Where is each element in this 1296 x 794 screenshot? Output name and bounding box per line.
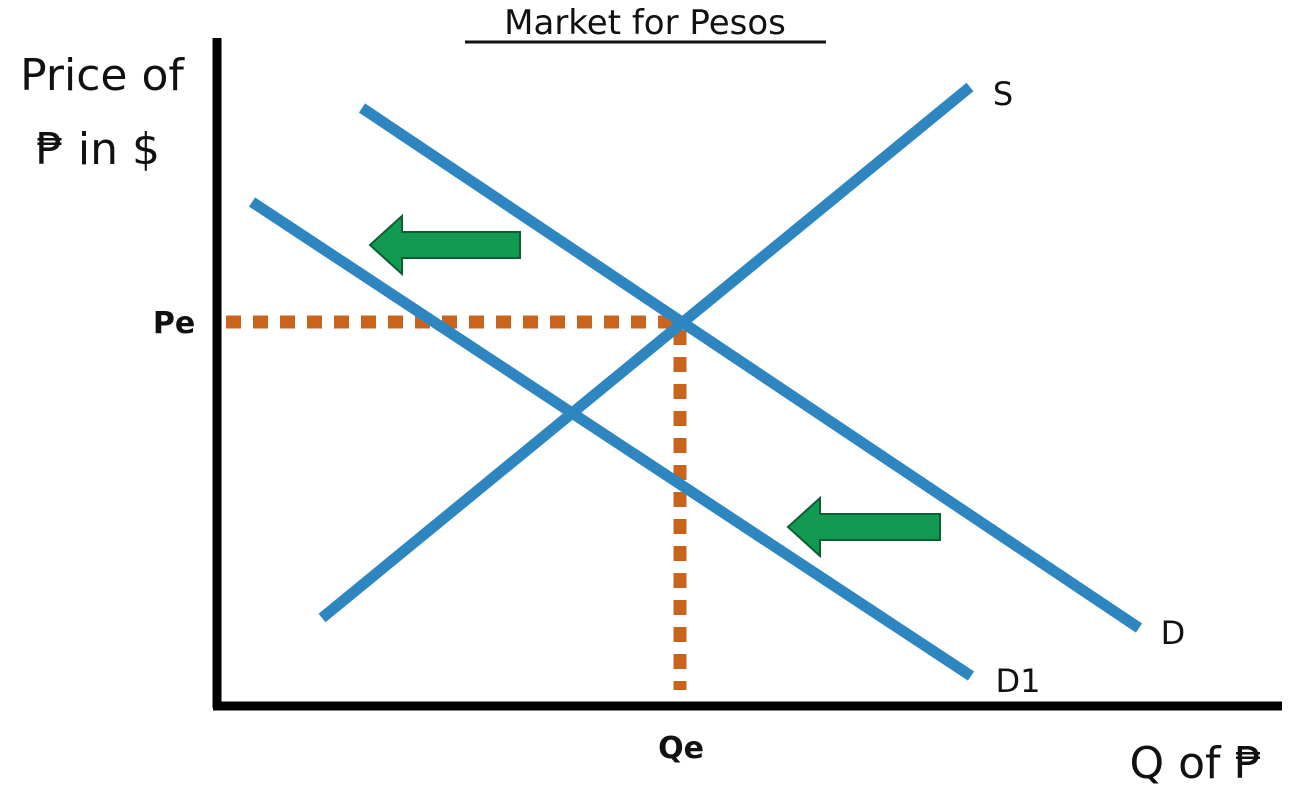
diagram-title: Market for Pesos — [504, 3, 786, 43]
demand-curve-d1 — [248, 197, 975, 681]
left-shift-arrow-icon — [786, 495, 941, 559]
demand-curve-label: D — [1161, 614, 1186, 652]
demand-curve-d — [358, 103, 1143, 633]
supply-curve-label: S — [993, 75, 1013, 113]
y-axis-title-line2: ₱ in $ — [36, 124, 160, 175]
x-axis-title: Q of ₱ — [1129, 738, 1262, 789]
price-equilibrium-label: Pe — [153, 306, 195, 341]
y-axis-title-line1: Price of — [20, 50, 185, 101]
left-shift-arrow-icon — [368, 213, 521, 277]
new-demand-curve-label: D1 — [996, 662, 1041, 700]
quantity-equilibrium-label: Qe — [658, 731, 704, 766]
supply-curve-s — [318, 82, 974, 623]
